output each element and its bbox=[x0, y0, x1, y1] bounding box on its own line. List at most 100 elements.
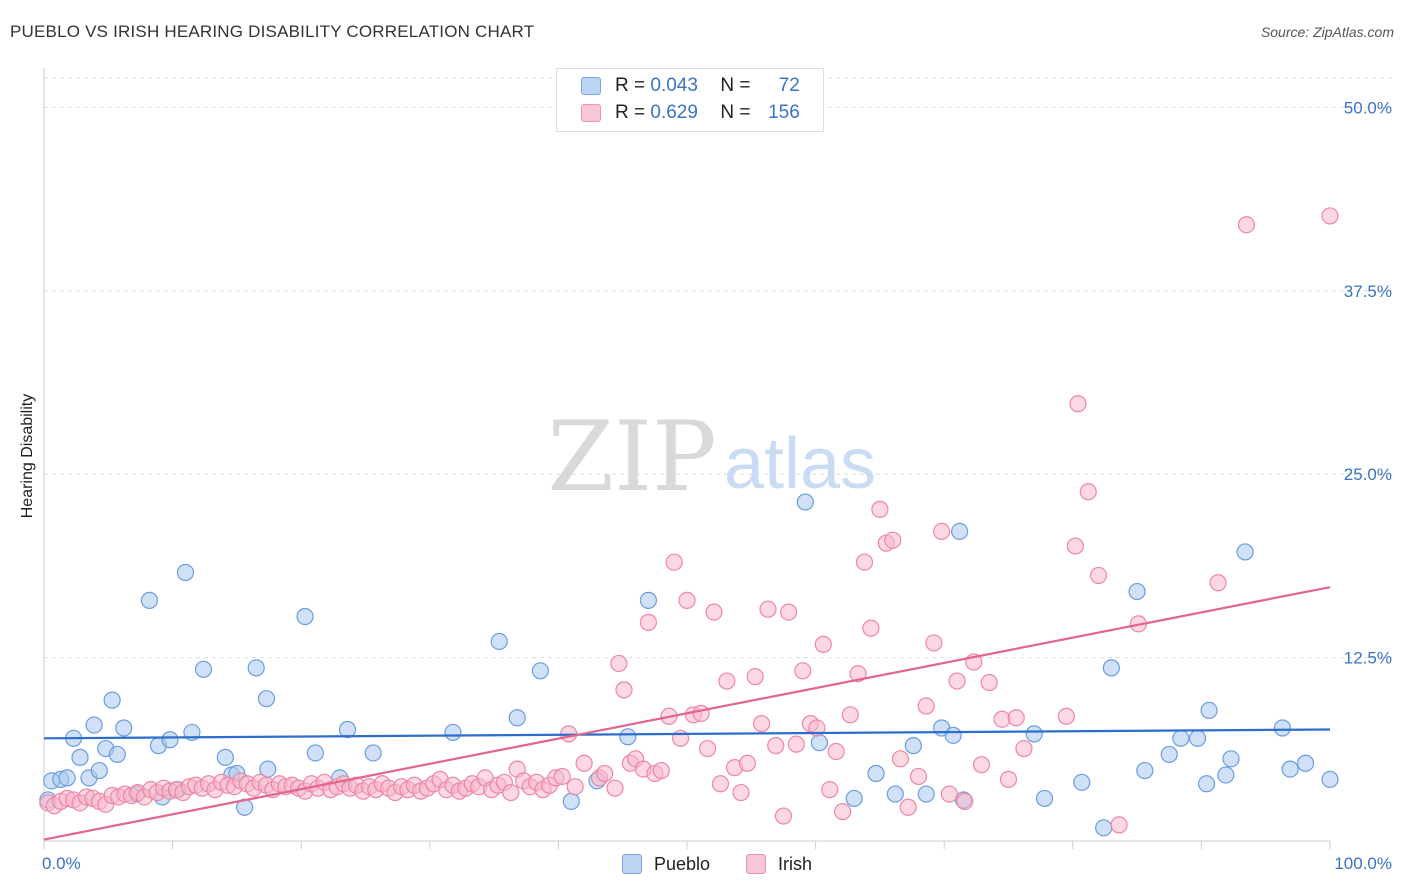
bottom-legend-irish: Irish bbox=[746, 852, 812, 876]
pueblo-point bbox=[1217, 766, 1235, 784]
pueblo-point bbox=[257, 690, 276, 708]
correlation-legend: R = 0.043 N = 72 R = 0.629 N = 156 bbox=[556, 68, 824, 132]
irish-point bbox=[862, 619, 880, 637]
irish-point bbox=[639, 613, 658, 631]
irish-point bbox=[746, 668, 764, 686]
pueblo-point bbox=[306, 744, 324, 762]
chart-source: Source: ZipAtlas.com bbox=[1260, 24, 1394, 40]
legend-n-label: N = bbox=[720, 102, 751, 123]
irish-point bbox=[827, 742, 845, 761]
irish-point bbox=[1089, 566, 1108, 585]
irish-point bbox=[606, 779, 624, 797]
irish-point bbox=[779, 603, 798, 621]
irish-point bbox=[925, 634, 943, 652]
watermark: ZIP atlas bbox=[547, 401, 876, 513]
irish-point bbox=[917, 697, 935, 715]
tick-labels: 12.5% 25.0% 37.5% 50.0% 0.0% 100.0% bbox=[42, 98, 1392, 873]
irish-point bbox=[575, 754, 593, 772]
irish-point bbox=[1015, 739, 1033, 758]
pueblo-point bbox=[1273, 719, 1292, 737]
y-tick-label: 12.5% bbox=[1344, 649, 1392, 668]
pueblo-point bbox=[1236, 543, 1254, 561]
pueblo-point bbox=[1025, 725, 1043, 743]
pueblo-point bbox=[194, 660, 213, 678]
watermark-zip: ZIP bbox=[547, 401, 716, 513]
legend-n-value-pueblo: 72 bbox=[778, 75, 800, 96]
irish-point bbox=[871, 500, 889, 518]
trend-lines bbox=[43, 586, 1331, 841]
irish-point bbox=[956, 792, 974, 810]
irish-point bbox=[855, 553, 874, 571]
irish-point bbox=[553, 767, 571, 786]
pueblo-point bbox=[619, 728, 637, 746]
pueblo-point bbox=[1296, 754, 1315, 772]
bottom-legend-swatch-pueblo bbox=[622, 854, 642, 874]
pueblo-point bbox=[90, 761, 108, 780]
irish-point bbox=[738, 754, 757, 772]
pueblo-point bbox=[867, 764, 885, 783]
irish-point bbox=[940, 785, 958, 803]
irish-point bbox=[596, 764, 614, 783]
pueblo-point bbox=[1281, 760, 1299, 778]
pueblo-point bbox=[247, 659, 265, 677]
irish-point bbox=[1069, 395, 1087, 413]
irish-point bbox=[671, 729, 690, 747]
x-tick-label: 0.0% bbox=[42, 854, 81, 873]
pueblo-point bbox=[1321, 770, 1339, 788]
irish-point bbox=[732, 783, 750, 802]
legend-r-label: R = bbox=[615, 102, 646, 123]
pueblo-point bbox=[508, 709, 526, 727]
irish-point bbox=[678, 591, 696, 609]
legend-n-label: N = bbox=[720, 75, 751, 96]
pueblo-point bbox=[810, 734, 829, 752]
irish-point bbox=[774, 807, 793, 825]
pueblo-point bbox=[161, 731, 179, 749]
bottom-legend-label-irish: Irish bbox=[778, 853, 813, 874]
irish-point bbox=[759, 600, 777, 618]
irish-point bbox=[814, 635, 832, 653]
legend-swatch-pueblo bbox=[581, 77, 601, 95]
pueblo-point bbox=[85, 716, 103, 734]
legend-row-irish: R = 0.629 N = 156 bbox=[581, 101, 800, 125]
pueblo-point bbox=[115, 719, 133, 737]
legend-r-label: R = bbox=[615, 75, 646, 96]
irish-point bbox=[705, 603, 723, 621]
y-tick-label: 50.0% bbox=[1344, 98, 1392, 117]
pueblo-point bbox=[904, 737, 922, 755]
irish-point bbox=[692, 704, 710, 722]
irish-point bbox=[972, 756, 991, 774]
irish-point bbox=[610, 654, 628, 673]
irish-point bbox=[933, 522, 951, 540]
pueblo-point bbox=[296, 607, 314, 626]
pueblo-point bbox=[103, 691, 121, 709]
irish-point bbox=[899, 798, 917, 816]
x-tick-label: 100.0% bbox=[1334, 854, 1392, 873]
pueblo-point bbox=[108, 745, 126, 764]
legend-row-pueblo: R = 0.043 N = 72 bbox=[581, 74, 800, 98]
irish-point bbox=[1079, 483, 1097, 501]
chart-title: PUEBLO VS IRISH HEARING DISABILITY CORRE… bbox=[10, 22, 535, 41]
legend-n-value-irish: 156 bbox=[768, 102, 800, 123]
irish-point bbox=[711, 775, 730, 793]
irish-points bbox=[39, 207, 1339, 834]
pueblo-point bbox=[71, 748, 89, 766]
pueblo-point bbox=[216, 748, 234, 766]
irish-point bbox=[698, 739, 717, 758]
pueblo-point bbox=[140, 591, 159, 609]
bottom-legend-label-pueblo: Pueblo bbox=[654, 853, 711, 874]
pueblo-point bbox=[1136, 761, 1154, 780]
bottom-legend-swatch-irish bbox=[746, 854, 766, 874]
pueblo-point bbox=[364, 744, 382, 762]
y-tick-label: 37.5% bbox=[1344, 282, 1392, 301]
bottom-legend-pueblo: Pueblo bbox=[622, 852, 710, 876]
pueblo-point bbox=[444, 723, 462, 742]
pueblo-point bbox=[1128, 582, 1146, 601]
pueblo-point bbox=[1197, 775, 1216, 793]
pueblo-point bbox=[951, 522, 969, 540]
irish-point bbox=[849, 665, 867, 683]
pueblo-point bbox=[1160, 745, 1178, 764]
irish-point bbox=[948, 672, 966, 690]
pueblo-point bbox=[1188, 729, 1207, 747]
pueblo-trend-line bbox=[43, 728, 1331, 740]
